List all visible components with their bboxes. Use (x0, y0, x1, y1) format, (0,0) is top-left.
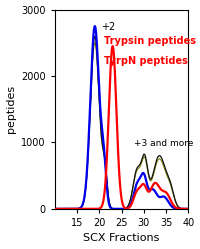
Text: +3 and more: +3 and more (134, 139, 193, 148)
Text: +2: +2 (101, 21, 115, 32)
X-axis label: SCX Fractions: SCX Fractions (83, 234, 160, 244)
Text: TyrpN peptides: TyrpN peptides (104, 56, 188, 66)
Text: Trypsin peptides: Trypsin peptides (104, 36, 196, 46)
Y-axis label: peptides: peptides (6, 85, 16, 133)
